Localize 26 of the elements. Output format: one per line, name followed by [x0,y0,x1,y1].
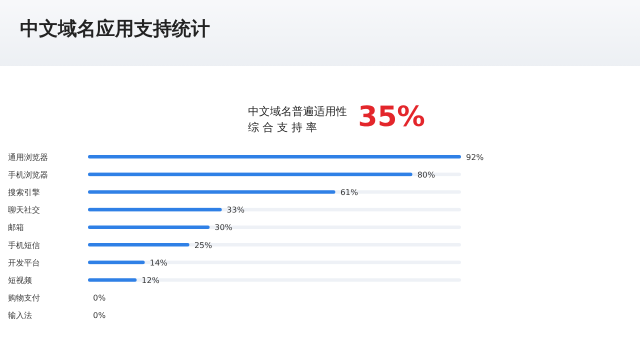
text: 35% [358,100,426,133]
chart-subtitle: 中文域名普遍适用性 [248,104,347,119]
y-tick-label: 聊天社交 [8,206,40,215]
data-label: 92% [466,152,484,162]
y-tick-label: 输入法 [8,311,32,320]
data-label: 14% [150,258,168,268]
data-label: 12% [142,276,160,285]
y-tick-label: 手机短信 [8,240,40,250]
data-label: 61% [340,188,358,197]
chart-title: 中文域名应用支持统计 [20,17,210,42]
y-tick-label: 购物支付 [8,294,40,303]
y-tick-label: 搜索引擎 [8,188,40,197]
data-label: 33% [226,206,245,215]
data-label: 25% [194,240,213,250]
data-label: 30% [214,223,233,232]
data-label: 0% [93,294,106,303]
y-tick-label: 通用浏览器 [8,152,48,162]
data-label: 80% [417,170,436,180]
y-tick-label: 手机浏览器 [8,170,48,180]
y-tick-label: 短视频 [8,276,32,285]
bar [88,260,145,264]
text: 综 合 支 持 率 [248,120,317,135]
y-tick-label: 开发平台 [8,258,40,268]
bar [88,278,137,282]
data-label: 0% [93,311,106,320]
y-tick-label: 邮箱 [8,223,24,232]
